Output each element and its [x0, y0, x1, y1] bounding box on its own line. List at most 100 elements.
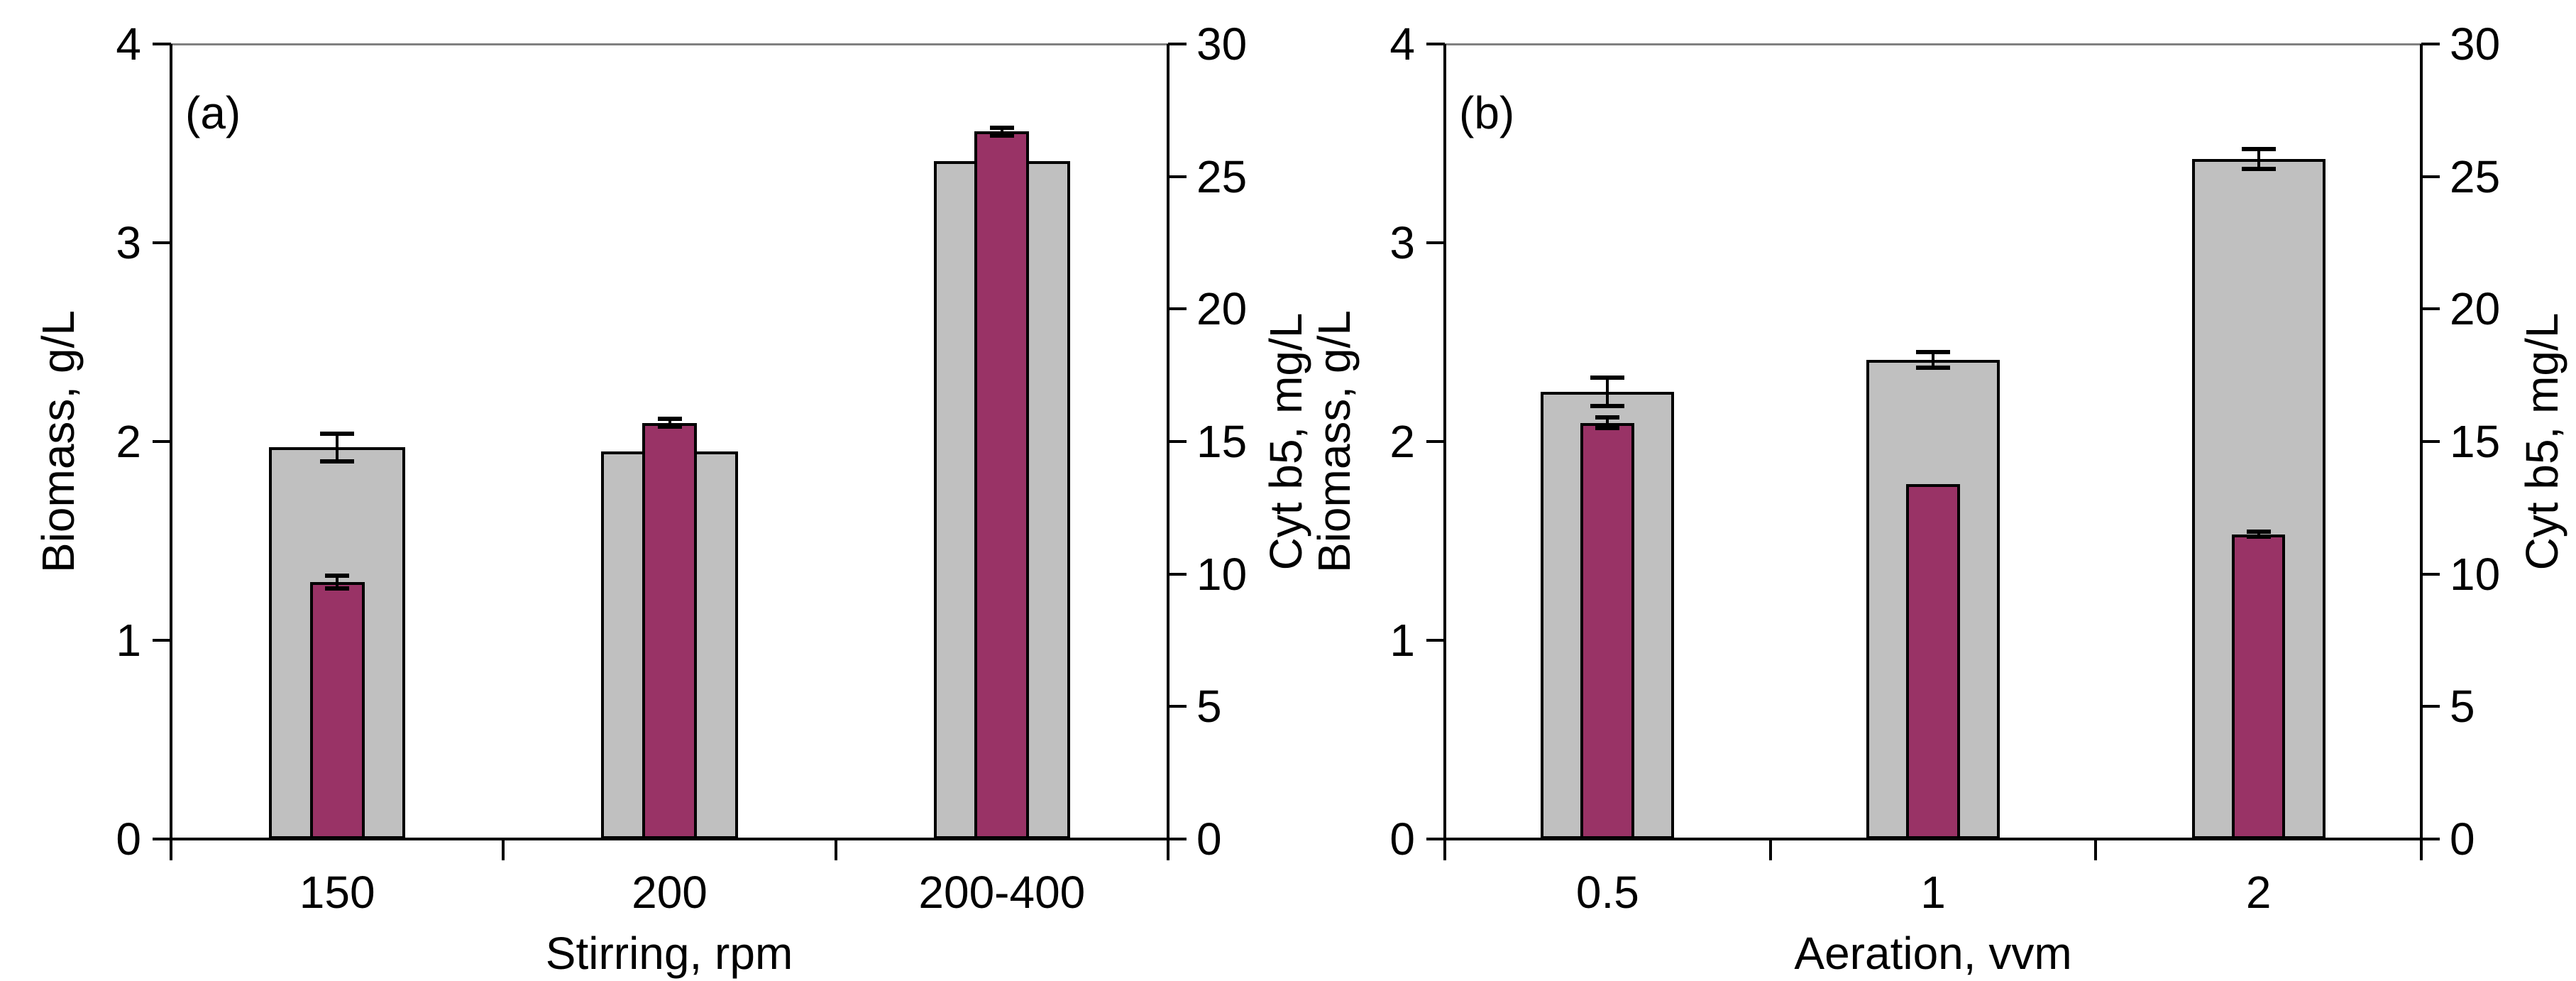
x-axis-tick — [502, 839, 505, 860]
y-axis-tick-label: 30 — [1196, 18, 1248, 70]
error-bar-cap — [2246, 529, 2271, 534]
y-axis-tick-label: 2 — [1389, 416, 1415, 467]
y-axis-tick-label: 10 — [1196, 548, 1248, 600]
y-axis-tick — [153, 43, 171, 45]
y-axis-tick-label: 15 — [2450, 416, 2501, 467]
y-axis-tick — [153, 241, 171, 244]
y-axis-tick — [2421, 572, 2440, 576]
y-axis-tick — [153, 639, 171, 642]
y-axis-tick — [2421, 175, 2440, 178]
y-axis-tick-label: 5 — [2450, 681, 2475, 733]
error-bar-cap — [1916, 366, 1950, 371]
x-axis-title-a: Stirring, rpm — [545, 928, 793, 979]
y-axis-tick — [1426, 241, 1445, 244]
error-bar-cap — [320, 431, 355, 436]
y-axis-tick — [1426, 440, 1445, 443]
error-bar-cap — [1595, 426, 1620, 431]
error-bar-line — [2257, 531, 2260, 537]
category-label: 1 — [1920, 867, 1946, 918]
y-axis-tick-label: 25 — [2450, 150, 2501, 202]
y-axis-tick — [1168, 440, 1187, 443]
bar-cyt-b5-150 — [309, 581, 365, 839]
y-axis-tick-label: 20 — [1196, 283, 1248, 335]
error-bar-line — [1000, 127, 1003, 136]
y-axis-tick-label: 2 — [116, 416, 141, 467]
error-bar-cap — [2241, 167, 2276, 172]
error-bar-line — [1606, 417, 1609, 429]
category-label: 200-400 — [918, 867, 1086, 918]
y-axis-tick — [1426, 639, 1445, 642]
y-axis-tick-label: 1 — [116, 615, 141, 666]
category-label: 0.5 — [1575, 867, 1639, 918]
y-axis-tick — [1168, 43, 1187, 45]
x-axis-tick — [2420, 839, 2423, 860]
error-bar-line — [336, 433, 339, 461]
y-axis-right — [1167, 44, 1169, 860]
y-axis-tick-label: 0 — [1389, 813, 1415, 865]
category-label: 200 — [632, 867, 708, 918]
error-bar-line — [336, 575, 339, 589]
error-bar-cap — [1595, 415, 1620, 420]
bar-cyt-b5-0.5 — [1580, 422, 1635, 839]
panel-tag-a: (a) — [185, 87, 241, 138]
error-bar-cap — [2246, 535, 2271, 539]
y-axis-tick — [2421, 43, 2440, 45]
y-axis-tick-label: 4 — [1389, 18, 1415, 70]
y-axis-tick — [1426, 43, 1445, 45]
error-bar-line — [668, 419, 671, 427]
y-axis-left — [1443, 44, 1446, 860]
x-axis-tick — [1167, 839, 1169, 860]
x-axis — [170, 838, 1169, 840]
x-axis — [1443, 838, 2423, 840]
y-axis-tick — [153, 838, 171, 840]
y-axis-tick — [2421, 307, 2440, 311]
y-axis-tick-label: 20 — [2450, 283, 2501, 335]
error-bar-cap — [657, 424, 682, 429]
y-axis-tick-label: 4 — [116, 18, 141, 70]
plot-top-border — [1445, 43, 2421, 45]
y-axis-tick — [2421, 705, 2440, 708]
y-axis-tick-label: 0 — [2450, 813, 2475, 865]
y-axis-tick-label: 25 — [1196, 150, 1248, 202]
y-axis-tick-label: 0 — [116, 813, 141, 865]
error-bar-line — [1606, 378, 1609, 406]
x-axis-title-b: Aeration, vvm — [1794, 928, 2072, 979]
y-axis-tick-label: 15 — [1196, 416, 1248, 467]
bar-cyt-b5-2 — [2231, 534, 2286, 839]
bar-cyt-b5-1 — [1906, 483, 1960, 839]
error-bar-cap — [989, 133, 1014, 138]
x-axis-tick — [1443, 839, 1446, 860]
panel-tag-b: (b) — [1459, 87, 1515, 138]
y-axis-tick-label: 3 — [1389, 217, 1415, 268]
category-label: 2 — [2245, 867, 2272, 918]
category-label: 150 — [299, 867, 375, 918]
y-axis-right — [2420, 44, 2423, 860]
y-axis-tick — [1168, 705, 1187, 708]
y-axis-left — [170, 44, 172, 860]
y-axis-tick-label: 1 — [1389, 615, 1415, 666]
y-axis-tick — [153, 440, 171, 443]
error-bar-cap — [320, 459, 355, 464]
error-bar-cap — [325, 573, 350, 578]
bar-cyt-b5-200-400 — [974, 131, 1030, 839]
y-axis-tick-label: 10 — [2450, 548, 2501, 600]
x-axis-tick — [1768, 839, 1772, 860]
error-bar-line — [2257, 149, 2260, 170]
y-axis-tick — [2421, 440, 2440, 443]
y-axis-tick — [2421, 838, 2440, 840]
plot-top-border — [171, 43, 1168, 45]
y-axis-tick-label: 30 — [2450, 18, 2501, 70]
error-bar-cap — [1590, 403, 1625, 408]
error-bar-cap — [325, 586, 350, 591]
x-axis-tick — [170, 839, 172, 860]
y-axis-tick — [1168, 175, 1187, 178]
x-axis-tick — [2094, 839, 2098, 860]
error-bar-line — [1932, 352, 1934, 368]
error-bar-cap — [1916, 350, 1950, 354]
y-axis-tick-label: 5 — [1196, 681, 1222, 733]
y-axis-tick — [1168, 307, 1187, 311]
y-axis-tick — [1168, 838, 1187, 840]
y-axis-tick-label: 3 — [116, 217, 141, 268]
y-axis-tick — [1168, 572, 1187, 576]
